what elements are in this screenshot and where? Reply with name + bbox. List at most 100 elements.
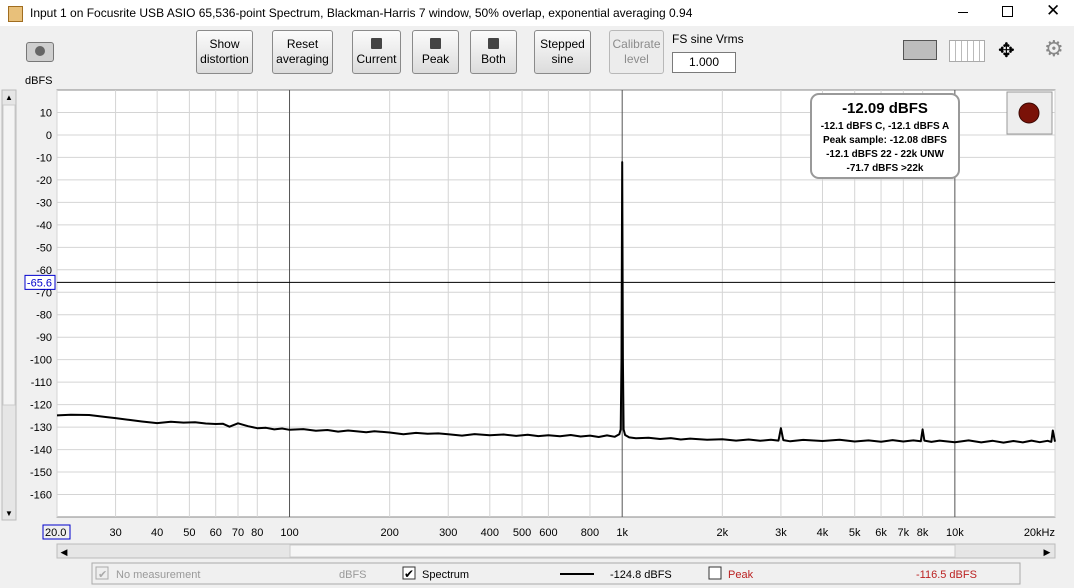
x-tick-label: 200 xyxy=(380,527,398,539)
button-label: level xyxy=(624,52,649,66)
button-label: Show xyxy=(209,37,240,51)
scroll-down[interactable]: ▼ xyxy=(5,509,13,518)
camera-icon[interactable] xyxy=(26,42,54,62)
button-label: Both xyxy=(481,51,506,66)
readout-line: -12.1 dBFS C, -12.1 dBFS A xyxy=(821,121,950,132)
y-tick-label: -90 xyxy=(36,332,52,344)
toolbar-button[interactable]: Reset averaging xyxy=(272,30,333,74)
x-tick-label: 3k xyxy=(775,527,787,539)
save-icon xyxy=(371,37,382,49)
y-tick-label: -60 xyxy=(36,265,52,277)
toolbar-button[interactable]: Both xyxy=(470,30,517,74)
toolbar-button[interactable]: Current xyxy=(352,30,401,74)
x-tick-label: 4k xyxy=(817,527,829,539)
move-icon[interactable]: ✥ xyxy=(998,40,1015,62)
spectrum-checkbox[interactable] xyxy=(402,566,416,580)
legend-peak-value: -116.5 dBFS xyxy=(916,569,977,581)
legend-measurement: No measurement xyxy=(116,569,200,581)
x-tick-label: 600 xyxy=(539,527,557,539)
scroll-left[interactable]: ◀ xyxy=(61,547,68,557)
x-tick-label: 20kHz xyxy=(1024,527,1055,539)
button-label: sine xyxy=(551,52,574,66)
y-tick-label: -10 xyxy=(36,152,52,164)
save-icon xyxy=(488,37,499,49)
readout-main: -12.09 dBFS xyxy=(842,100,928,117)
maximize[interactable] xyxy=(1002,6,1013,17)
title-bar: Input 1 on Focusrite USB ASIO 65,536-poi… xyxy=(0,0,1074,26)
minimize[interactable] xyxy=(958,12,968,13)
x-tick-label: 100 xyxy=(280,527,298,539)
y-tick-label: -110 xyxy=(31,377,52,389)
readout-line: -12.1 dBFS 22 - 22k UNW xyxy=(826,149,944,160)
y-tick-label: -140 xyxy=(30,445,52,457)
x-tick-label: 7k xyxy=(898,527,910,539)
button-label: Current xyxy=(356,51,397,66)
x-tick-label: 2k xyxy=(717,527,729,539)
x-tick-label: 80 xyxy=(251,527,263,539)
record-dot xyxy=(1018,102,1040,124)
scroll-right[interactable]: ▶ xyxy=(1044,547,1051,557)
legend xyxy=(91,562,1021,585)
toolbar-button: Calibrate level xyxy=(609,30,664,74)
app-icon xyxy=(8,6,23,22)
settings-icon[interactable]: ⚙ xyxy=(1044,36,1064,61)
x-cursor-box xyxy=(42,524,71,540)
h-scroll-thumb[interactable] xyxy=(289,544,956,558)
readout-line: Peak sample: -12.08 dBFS xyxy=(823,135,947,146)
y-axis-label: dBFS xyxy=(25,75,53,87)
readout-line: -71.7 dBFS >22k xyxy=(847,163,924,174)
y-tick-label: -160 xyxy=(30,490,52,502)
button-label: distortion xyxy=(200,52,249,66)
y-tick-label: -100 xyxy=(30,355,52,367)
x-tick-label: 300 xyxy=(439,527,457,539)
x-tick-label: 400 xyxy=(481,527,499,539)
x-tick-label: 5k xyxy=(849,527,861,539)
layout-icon[interactable] xyxy=(903,40,937,60)
y-tick-label: 0 xyxy=(46,130,52,142)
y-tick-label: -130 xyxy=(30,422,52,434)
button-label: Peak xyxy=(421,51,450,66)
y-tick-label: -20 xyxy=(36,175,52,187)
scroll-up[interactable]: ▲ xyxy=(5,93,13,102)
check: ✔ xyxy=(404,567,414,581)
columns-icon[interactable] xyxy=(949,40,985,62)
x-tick-label: 500 xyxy=(513,527,531,539)
x-tick-label: 40 xyxy=(151,527,163,539)
measurement-checkbox[interactable] xyxy=(95,566,109,580)
cursor-box xyxy=(24,274,56,290)
x-tick-label: 1k xyxy=(616,527,628,539)
x-tick-label: 8k xyxy=(917,527,929,539)
x-tick-label: 20.0 xyxy=(45,527,66,539)
button-label: Stepped xyxy=(540,37,585,51)
window-title: Input 1 on Focusrite USB ASIO 65,536-poi… xyxy=(30,6,693,20)
v-scroll-thumb[interactable] xyxy=(2,104,16,406)
save-icon xyxy=(430,37,441,49)
spectrum-line xyxy=(56,161,1056,444)
button-label: Calibrate xyxy=(612,37,661,51)
y-tick-label: -80 xyxy=(36,310,52,322)
x-tick-label: 70 xyxy=(232,527,244,539)
toolbar-button[interactable]: Stepped sine xyxy=(534,30,591,74)
legend-unit: dBFS xyxy=(339,569,367,581)
y-tick-label: -150 xyxy=(30,467,52,479)
close[interactable]: ✕ xyxy=(1046,1,1061,20)
fs-input[interactable]: 1.000 xyxy=(672,52,736,73)
x-tick-label: 30 xyxy=(109,527,121,539)
button-label: averaging xyxy=(276,52,329,66)
toolbar-button[interactable]: Show distortion xyxy=(196,30,253,74)
x-tick-label: 60 xyxy=(210,527,222,539)
y-tick-label: -30 xyxy=(36,197,52,209)
y-tick-label: -50 xyxy=(36,242,52,254)
x-tick-label: 6k xyxy=(875,527,887,539)
y-tick-label: -120 xyxy=(30,400,52,412)
y-tick-label: -40 xyxy=(36,220,52,232)
toolbar-button[interactable]: Peak xyxy=(412,30,459,74)
y-tick-label: -70 xyxy=(36,287,52,299)
button-label: Reset xyxy=(286,37,319,51)
readout-box xyxy=(810,93,960,179)
cursor-label: -65.6 xyxy=(27,277,52,289)
peak-checkbox[interactable] xyxy=(708,566,722,580)
legend-peak: Peak xyxy=(728,569,754,581)
